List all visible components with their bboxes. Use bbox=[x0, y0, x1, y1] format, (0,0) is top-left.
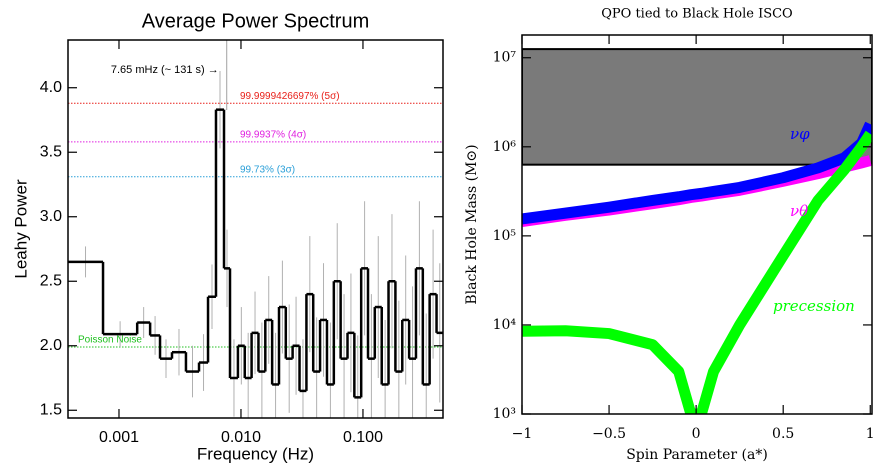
y-tick-label: 4.0 bbox=[40, 79, 62, 96]
y-tick-label: 10⁴ bbox=[493, 317, 517, 333]
x-tick-label: 1 bbox=[866, 426, 875, 442]
y-tick-label: 10³ bbox=[493, 406, 516, 422]
y-tick-label: 2.0 bbox=[40, 337, 62, 354]
x-tick-label: 0.010 bbox=[221, 429, 261, 446]
y-tick-label: 10⁶ bbox=[493, 139, 517, 155]
series-label: νφ bbox=[790, 125, 810, 143]
threshold-label: Poisson Noise bbox=[78, 335, 142, 346]
series-line bbox=[522, 121, 872, 225]
series-label: νθ bbox=[790, 202, 808, 220]
chart-panel: Average Power Spectrum Frequency (Hz) Leah… bbox=[11, 10, 444, 463]
x-tick-label: 0.100 bbox=[343, 429, 383, 446]
y-axis-label: Leahy Power bbox=[11, 179, 30, 279]
plot-frame bbox=[521, 34, 873, 415]
x-tick-label: 0 bbox=[692, 426, 701, 442]
y-tick-label: 3.5 bbox=[40, 143, 62, 160]
annotation-text: 7.65 mHz (~ 131 s) → bbox=[111, 64, 219, 76]
y-tick-label: 1.5 bbox=[40, 401, 62, 418]
x-tick-label: −1 bbox=[512, 426, 533, 442]
plot-frame bbox=[67, 39, 444, 419]
x-axis-label: Spin Parameter (a*) bbox=[626, 447, 768, 463]
plot-area bbox=[68, 40, 443, 418]
y-tick-label: 3.0 bbox=[40, 208, 62, 225]
y-tick-label: 2.5 bbox=[40, 272, 62, 289]
x-tick-label: −0.5 bbox=[592, 426, 626, 442]
threshold-label: 99.9937% (4σ) bbox=[240, 130, 306, 141]
threshold-label: 99.73% (3σ) bbox=[240, 164, 295, 175]
chart-title: QPO tied to Black Hole ISCO bbox=[601, 7, 792, 22]
y-axis-label: Black Hole Mass (M⊙) bbox=[464, 144, 480, 304]
series-label: precession bbox=[773, 297, 855, 315]
x-axis-label: Frequency (Hz) bbox=[197, 444, 314, 463]
plot-area bbox=[522, 48, 872, 414]
x-tick-label: 0.5 bbox=[772, 426, 794, 442]
y-tick-label: 10⁷ bbox=[493, 50, 517, 66]
chart-panel: QPO tied to Black Hole ISCO Spin Paramete… bbox=[464, 7, 875, 464]
threshold-label: 99.9999426697% (5σ) bbox=[240, 91, 340, 102]
x-tick-label: 0.001 bbox=[99, 429, 139, 446]
mass-band bbox=[522, 48, 872, 166]
y-tick-label: 10⁵ bbox=[493, 228, 517, 244]
series-line bbox=[522, 130, 872, 414]
chart-title: Average Power Spectrum bbox=[142, 10, 370, 32]
